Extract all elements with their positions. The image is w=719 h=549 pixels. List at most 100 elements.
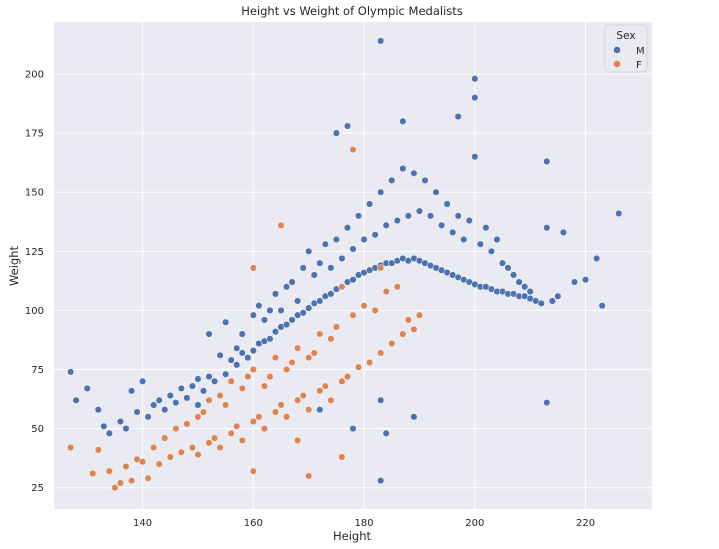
data-point-f bbox=[205, 439, 213, 447]
series-f bbox=[67, 146, 423, 492]
x-tick-label: 220 bbox=[576, 518, 595, 529]
data-point-f bbox=[188, 443, 196, 452]
data-point-f bbox=[122, 462, 130, 471]
data-point-m bbox=[349, 276, 357, 284]
data-point-m bbox=[127, 387, 136, 395]
y-tick-label: 125 bbox=[25, 247, 44, 258]
data-point-m bbox=[454, 212, 462, 220]
data-point-f bbox=[327, 335, 335, 343]
data-point-m bbox=[498, 259, 507, 267]
data-point-f bbox=[294, 436, 302, 444]
data-point-m bbox=[471, 94, 479, 102]
data-point-m bbox=[266, 306, 274, 314]
data-point-m bbox=[487, 247, 495, 255]
data-point-m bbox=[349, 425, 357, 433]
y-tick-label: 100 bbox=[25, 306, 44, 317]
legend-label-m: M bbox=[636, 46, 645, 57]
data-point-m bbox=[421, 176, 429, 184]
data-point-m bbox=[316, 259, 324, 267]
data-point-f bbox=[399, 330, 407, 338]
data-point-m bbox=[332, 235, 340, 244]
data-point-m bbox=[570, 278, 579, 286]
data-point-m bbox=[294, 297, 302, 305]
data-point-m bbox=[399, 117, 407, 125]
data-point-m bbox=[510, 271, 518, 279]
legend: Sex M F bbox=[604, 24, 648, 73]
data-point-f bbox=[316, 387, 324, 395]
data-point-f bbox=[216, 443, 224, 452]
data-point-m bbox=[377, 396, 385, 404]
data-point-m bbox=[255, 302, 263, 310]
series-m bbox=[67, 37, 623, 485]
data-point-m bbox=[316, 297, 324, 305]
data-point-f bbox=[260, 425, 268, 433]
data-point-m bbox=[122, 425, 130, 433]
data-point-f bbox=[294, 396, 302, 404]
data-point-m bbox=[249, 311, 257, 319]
data-point-f bbox=[305, 406, 313, 414]
data-point-m bbox=[227, 356, 235, 364]
data-point-m bbox=[410, 169, 418, 177]
data-point-m bbox=[476, 240, 484, 248]
data-point-f bbox=[127, 477, 136, 485]
data-point-m bbox=[194, 401, 202, 409]
data-point-f bbox=[404, 316, 412, 324]
data-point-m bbox=[343, 224, 352, 232]
data-point-m bbox=[354, 212, 363, 220]
data-point-m bbox=[183, 394, 191, 402]
data-point-m bbox=[305, 247, 313, 255]
data-point-m bbox=[338, 254, 346, 262]
data-point-m bbox=[283, 283, 291, 291]
data-point-f bbox=[260, 382, 268, 390]
data-point-m bbox=[100, 422, 108, 430]
data-point-m bbox=[155, 396, 163, 404]
data-point-f bbox=[299, 391, 307, 400]
data-point-m bbox=[299, 264, 307, 272]
data-point-m bbox=[199, 387, 208, 395]
data-point-f bbox=[277, 401, 285, 409]
data-point-m bbox=[222, 318, 230, 326]
data-point-f bbox=[249, 467, 257, 475]
data-point-m bbox=[161, 406, 169, 414]
data-point-m bbox=[377, 188, 385, 196]
data-point-m bbox=[388, 176, 396, 184]
legend-label-f: F bbox=[636, 60, 642, 71]
data-point-m bbox=[471, 75, 479, 83]
data-point-m bbox=[598, 302, 606, 310]
data-point-m bbox=[94, 406, 102, 414]
data-point-m bbox=[554, 292, 562, 300]
data-point-m bbox=[310, 271, 318, 279]
y-tick-label: 200 bbox=[25, 70, 44, 81]
data-point-m bbox=[426, 212, 435, 220]
data-point-m bbox=[460, 235, 468, 244]
data-point-f bbox=[211, 434, 219, 442]
data-point-m bbox=[615, 209, 623, 218]
data-point-m bbox=[150, 401, 158, 409]
data-point-f bbox=[382, 287, 390, 296]
data-point-f bbox=[283, 413, 291, 421]
data-point-f bbox=[294, 344, 302, 352]
data-point-f bbox=[199, 408, 208, 416]
legend-marker-m bbox=[613, 46, 621, 54]
data-point-m bbox=[449, 228, 457, 236]
x-axis-ticks: 140 160 180 200 220 bbox=[133, 518, 595, 529]
data-point-m bbox=[343, 122, 352, 130]
data-point-f bbox=[249, 417, 257, 426]
data-point-m bbox=[432, 188, 440, 196]
data-point-f bbox=[249, 365, 257, 374]
data-point-m bbox=[382, 429, 390, 437]
data-point-f bbox=[283, 365, 291, 374]
data-point-f bbox=[349, 146, 357, 154]
data-point-m bbox=[465, 217, 473, 225]
data-point-f bbox=[388, 339, 396, 348]
x-axis-label: Height bbox=[333, 529, 372, 543]
data-point-m bbox=[582, 276, 590, 284]
data-point-f bbox=[105, 467, 113, 475]
data-point-m bbox=[277, 306, 285, 314]
data-point-f bbox=[288, 358, 296, 366]
data-point-f bbox=[277, 221, 285, 229]
data-point-f bbox=[222, 401, 230, 409]
data-point-f bbox=[354, 363, 363, 371]
data-point-m bbox=[249, 347, 257, 355]
